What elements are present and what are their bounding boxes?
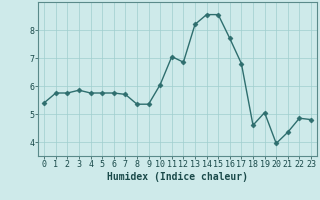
X-axis label: Humidex (Indice chaleur): Humidex (Indice chaleur) — [107, 172, 248, 182]
